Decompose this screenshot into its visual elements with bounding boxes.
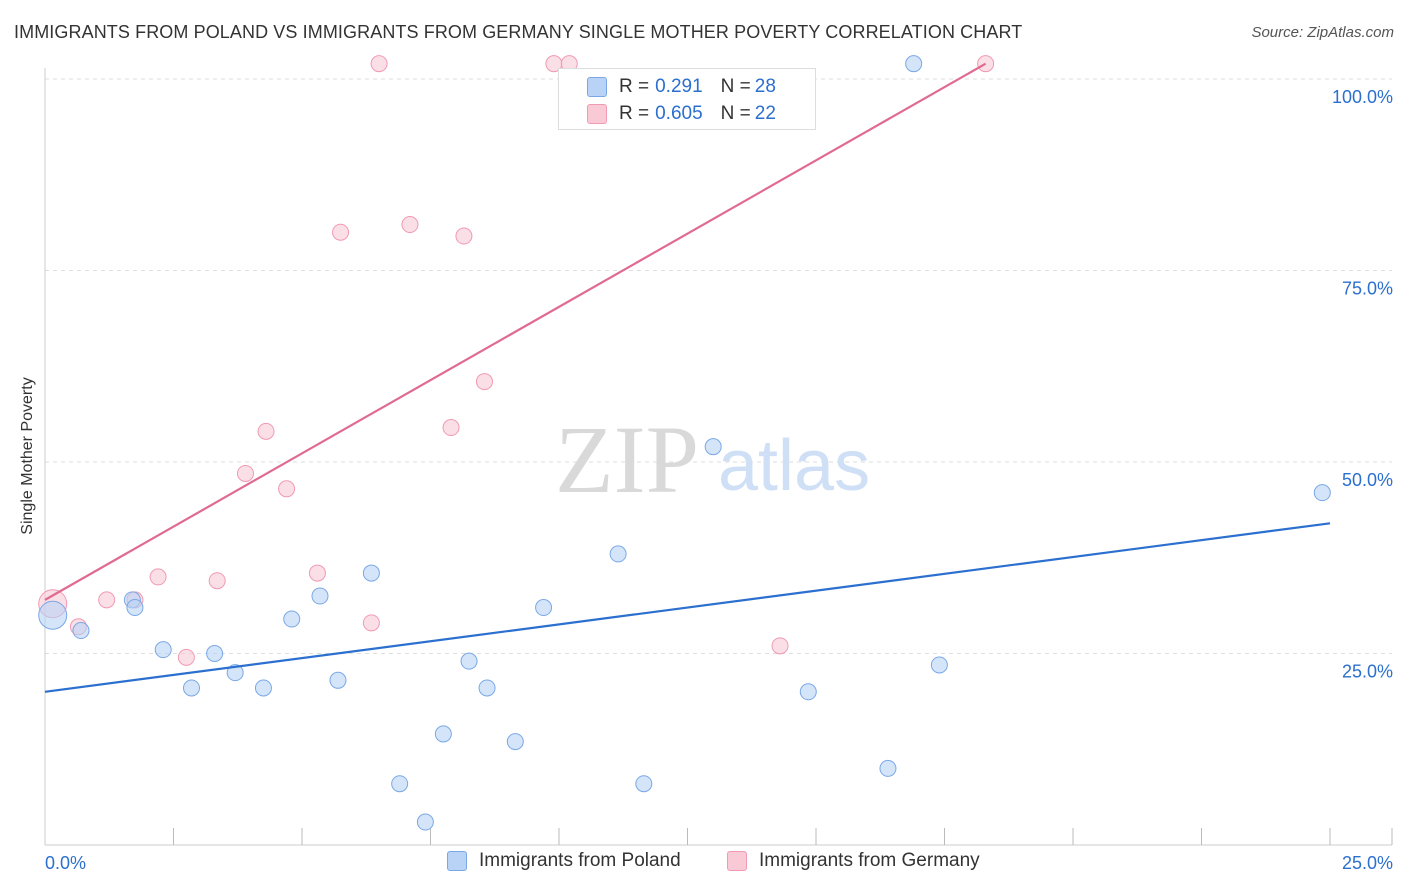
legend-swatch-poland: [447, 851, 467, 871]
point-poland: [609, 545, 627, 563]
legend-row-poland: R = 0.291 N = 28: [619, 74, 776, 100]
n-value: 22: [754, 103, 776, 124]
point-poland: [635, 775, 653, 793]
point-poland: [416, 813, 434, 831]
x-tick-label: 25.0%: [1342, 853, 1393, 873]
series-legend: Immigrants from Poland Immigrants from G…: [0, 850, 1406, 880]
point-poland: [126, 599, 144, 617]
point-germany: [370, 55, 388, 73]
legend-label-poland: Immigrants from Poland: [479, 850, 681, 871]
x-tick-label: 0.0%: [45, 853, 86, 873]
watermark-zip: ZIP: [555, 406, 699, 513]
trend-line-germany: [44, 62, 987, 601]
point-poland: [930, 656, 948, 674]
legend-row-germany: R = 0.605 N = 22: [619, 101, 776, 127]
point-poland: [182, 679, 200, 697]
point-poland: [460, 652, 478, 670]
trend-line-poland: [44, 522, 1331, 693]
r-value: 0.605: [655, 103, 703, 124]
point-germany: [257, 422, 275, 440]
legend-item-germany[interactable]: Immigrants from Germany: [727, 850, 980, 872]
point-poland: [391, 775, 409, 793]
point-poland: [154, 641, 172, 659]
legend-swatch-poland: [587, 77, 607, 97]
legend-swatch-germany: [727, 851, 747, 871]
point-germany: [308, 564, 326, 582]
watermark: ZIP atlas: [555, 406, 870, 513]
point-poland: [799, 683, 817, 701]
gridlines: [45, 78, 1392, 654]
y-tick-label: 25.0%: [1342, 662, 1393, 682]
point-poland: [329, 671, 347, 689]
point-poland: [283, 610, 301, 628]
point-germany: [236, 464, 254, 482]
point-poland: [478, 679, 496, 697]
point-poland: [704, 438, 722, 456]
chart-title: IMMIGRANTS FROM POLAND VS IMMIGRANTS FRO…: [14, 22, 1023, 42]
r-label: R =: [619, 103, 650, 124]
point-poland: [362, 564, 380, 582]
n-label: N =: [720, 103, 751, 124]
point-germany: [442, 419, 460, 437]
point-germany: [98, 591, 116, 609]
point-poland: [254, 679, 272, 697]
point-poland: [434, 725, 452, 743]
r-label: R =: [619, 76, 650, 97]
point-poland: [72, 622, 90, 640]
point-poland: [535, 599, 553, 617]
legend-item-poland[interactable]: Immigrants from Poland: [447, 850, 681, 872]
watermark-atlas: atlas: [718, 426, 870, 506]
legend-swatch-germany: [587, 104, 607, 124]
point-germany: [455, 227, 473, 245]
point-germany: [475, 373, 493, 391]
n-label: N =: [720, 76, 751, 97]
n-value: 28: [754, 76, 776, 97]
point-germany: [177, 648, 195, 666]
point-germany: [332, 223, 350, 241]
correlation-legend: R = 0.291 N = 28 R = 0.605 N = 22: [558, 68, 816, 130]
data-points: [38, 55, 1331, 831]
tick-labels: 25.0% 50.0% 75.0% 100.0% 0.0% 25.0%: [45, 87, 1393, 873]
axes: [44, 68, 1393, 846]
legend-label-germany: Immigrants from Germany: [759, 850, 980, 871]
r-value: 0.291: [655, 76, 703, 97]
y-tick-label: 100.0%: [1332, 87, 1393, 107]
point-poland: [879, 759, 897, 777]
point-germany: [149, 568, 167, 586]
point-germany: [771, 637, 789, 655]
point-germany: [278, 480, 296, 498]
y-tick-label: 50.0%: [1342, 470, 1393, 490]
point-poland: [1313, 484, 1331, 502]
point-poland: [311, 587, 329, 605]
point-poland: [506, 733, 524, 751]
y-tick-label: 75.0%: [1342, 279, 1393, 299]
point-germany: [208, 572, 226, 590]
point-germany: [362, 614, 380, 632]
source-credit: Source: ZipAtlas.com: [1251, 24, 1394, 41]
trend-lines: [44, 62, 1331, 693]
point-poland: [206, 645, 224, 662]
point-poland: [905, 55, 923, 73]
point-poland: [226, 664, 244, 682]
point-germany: [401, 216, 419, 234]
point-poland: [38, 600, 68, 630]
